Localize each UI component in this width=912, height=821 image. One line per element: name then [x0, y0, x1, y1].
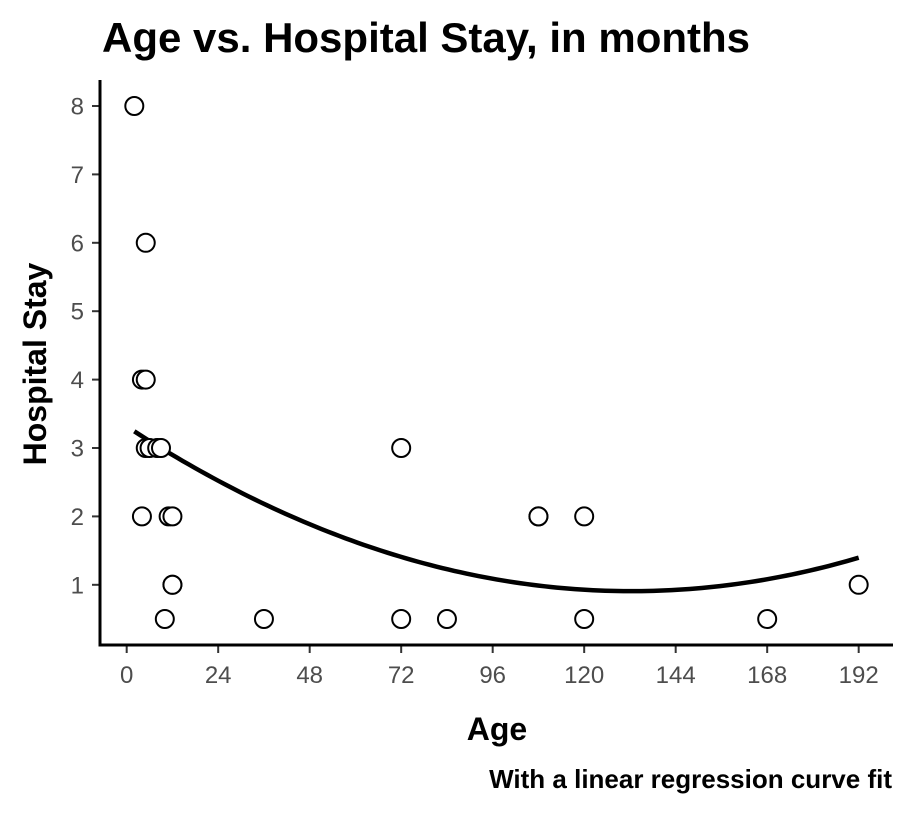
y-tick-label: 3 [71, 436, 84, 463]
x-tick-label: 0 [120, 662, 133, 689]
data-point [391, 609, 412, 630]
y-tick-label: 8 [71, 93, 84, 120]
y-tick-label: 5 [71, 299, 84, 326]
data-point [154, 609, 175, 630]
data-point [131, 506, 152, 527]
x-axis-ticks: 0 24 48 72 96 120 144 168 192 [120, 645, 879, 689]
x-tick-label: 144 [656, 662, 696, 689]
data-point [135, 369, 156, 390]
y-tick-label: 1 [71, 572, 84, 599]
y-axis-title: Hospital Stay [17, 262, 53, 465]
x-tick-label: 96 [479, 662, 506, 689]
x-tick-label: 72 [388, 662, 415, 689]
data-point [162, 506, 183, 527]
x-tick-label: 24 [205, 662, 232, 689]
data-point [757, 609, 778, 630]
x-tick-label: 120 [564, 662, 604, 689]
data-point [848, 574, 869, 595]
data-point [436, 609, 457, 630]
data-points [124, 95, 869, 630]
x-tick-label: 192 [839, 662, 879, 689]
y-tick-label: 7 [71, 162, 84, 189]
x-tick-label: 168 [747, 662, 787, 689]
data-point [124, 95, 145, 116]
chart-caption: With a linear regression curve fit [489, 764, 892, 794]
data-point [135, 232, 156, 253]
data-point [574, 506, 595, 527]
data-point [151, 438, 171, 459]
data-point [528, 506, 549, 527]
y-tick-label: 6 [71, 230, 84, 257]
data-point [162, 574, 183, 595]
y-tick-label: 2 [71, 504, 84, 531]
data-point [253, 609, 274, 630]
data-point [391, 438, 412, 459]
data-point [574, 609, 595, 630]
y-tick-label: 4 [71, 367, 84, 394]
x-axis-title: Age [467, 711, 527, 747]
y-axis-ticks: 1 2 3 4 5 6 7 8 [71, 93, 100, 599]
regression-curve [133, 429, 860, 594]
chart-title: Age vs. Hospital Stay, in months [102, 14, 750, 61]
x-tick-label: 48 [296, 662, 323, 689]
